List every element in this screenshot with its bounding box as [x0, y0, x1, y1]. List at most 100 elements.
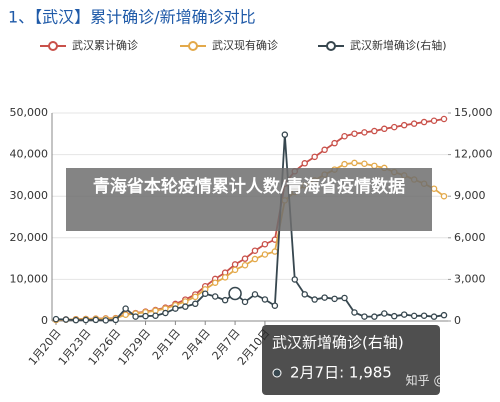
point [241, 262, 249, 269]
series-line [55, 162, 445, 321]
point [430, 313, 438, 320]
point [430, 117, 438, 125]
point [391, 123, 398, 131]
x-tick-label: 1月29日 [116, 327, 154, 368]
point [92, 316, 100, 324]
point [410, 120, 418, 127]
point [162, 309, 169, 317]
point [52, 315, 60, 323]
legend-label: 武汉新增确诊(右轴) [350, 38, 447, 52]
point [341, 294, 348, 302]
series-line [55, 134, 445, 322]
point [82, 316, 90, 324]
point [251, 255, 259, 263]
point [231, 266, 239, 274]
point [271, 248, 279, 255]
point [351, 159, 358, 167]
point [331, 139, 338, 147]
point [221, 274, 229, 281]
highlight-point [228, 286, 242, 301]
y2-tick-label: 15,000 [454, 106, 493, 119]
point [371, 313, 378, 320]
point [152, 307, 159, 314]
point [261, 240, 269, 248]
point [351, 309, 358, 316]
point [122, 305, 129, 312]
point [391, 312, 398, 320]
point [371, 162, 378, 170]
point [182, 298, 189, 305]
watermark: 知乎 @RCHello [406, 374, 492, 388]
point [72, 316, 80, 324]
point [420, 312, 428, 319]
point [231, 261, 239, 268]
point [112, 316, 119, 324]
legend-marker [188, 41, 198, 51]
banner-box: 青海省本轮疫情累计人数/青海省疫情数据 [92, 177, 406, 197]
point [341, 132, 348, 140]
point [251, 247, 259, 254]
legend-marker [326, 41, 336, 51]
y2-tick-label: 3,000 [454, 272, 486, 285]
point [132, 313, 139, 320]
tooltip-swatch [272, 368, 282, 378]
point [281, 131, 289, 138]
point [142, 312, 149, 320]
point [221, 296, 229, 304]
point [182, 303, 189, 310]
point [211, 293, 219, 300]
y2-tick-label: 9,000 [454, 189, 486, 202]
point [371, 127, 378, 135]
y-tick-label: 0 [41, 314, 48, 327]
legend-label: 武汉累计确诊 [72, 38, 138, 52]
overlay: 青海省本轮疫情累计人数/青海省疫情数据 武汉新增确诊(右轴) 2月7日: 1,9… [66, 168, 492, 395]
banner-text: 青海省本轮疫情累计人数/青海省疫情数据 [92, 177, 406, 197]
point [321, 294, 328, 301]
legend-label: 武汉现有确诊 [212, 38, 278, 52]
point [440, 192, 448, 200]
point [400, 121, 408, 129]
point [381, 125, 388, 133]
point [331, 295, 338, 303]
point [381, 310, 388, 317]
point [440, 115, 448, 123]
point [122, 311, 129, 319]
point [301, 291, 308, 298]
y-tick-label: 30,000 [10, 189, 49, 202]
point [261, 251, 269, 258]
y-tick-label: 10,000 [10, 272, 49, 285]
point [261, 296, 269, 303]
tooltip-bg [262, 325, 440, 395]
point [361, 129, 368, 136]
y2-tick-label: 6,000 [454, 231, 486, 244]
chart-title: 1、【武汉】累计确诊/新增确诊对比 [8, 8, 256, 27]
y-tick-label: 40,000 [10, 148, 49, 161]
point [440, 311, 448, 319]
point [430, 185, 438, 192]
banner-bg [66, 168, 432, 231]
point [102, 317, 109, 324]
point [192, 300, 199, 308]
point [361, 313, 368, 320]
point [311, 296, 318, 303]
tooltip-text: 2月7日: 1,985 [290, 364, 392, 382]
x-tick-label: 2月4日 [180, 327, 213, 363]
point [201, 290, 209, 297]
point [172, 305, 179, 312]
point [341, 160, 348, 168]
y-tick-label: 50,000 [10, 106, 49, 119]
point [311, 153, 318, 161]
tooltip-title: 武汉新增确诊(右轴) [272, 334, 404, 352]
point [251, 291, 259, 298]
point [62, 316, 70, 323]
point [271, 302, 279, 309]
point [241, 255, 249, 262]
point [291, 276, 299, 283]
point [301, 160, 308, 167]
x-tick-label: 2月1日 [150, 327, 183, 363]
y-tick-label: 20,000 [10, 231, 49, 244]
point [241, 298, 249, 306]
point [152, 312, 159, 320]
